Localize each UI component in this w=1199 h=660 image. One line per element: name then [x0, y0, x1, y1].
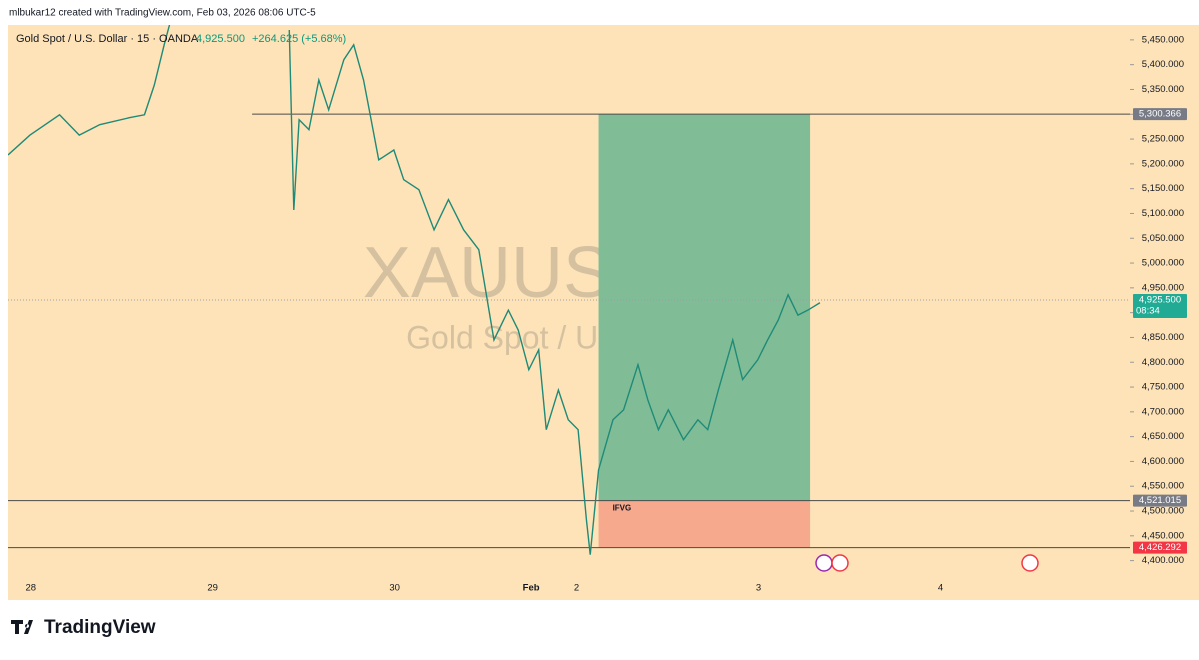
brand: TradingView: [44, 617, 156, 638]
loss-zone: [598, 500, 811, 548]
event-icon[interactable]: [815, 554, 833, 572]
x-tick-label: 28: [25, 583, 36, 594]
y-tick-label: 5,450.000: [1142, 34, 1184, 45]
price-line-series: [288, 29, 821, 555]
price-line-series: [8, 25, 171, 156]
event-icon[interactable]: [1021, 554, 1039, 572]
y-tick-label: 4,400.000: [1142, 555, 1184, 566]
price-tag-label: 4,521.015: [1139, 495, 1181, 506]
event-icon[interactable]: [831, 554, 849, 572]
price-tag-label: 5,300.366: [1139, 109, 1181, 120]
legend-price: 4,925.500: [196, 33, 245, 45]
price-tag: [1133, 294, 1187, 318]
price-tag: [1133, 541, 1187, 554]
y-tick-label: 4,700.000: [1142, 406, 1184, 417]
y-tick-label: 4,650.000: [1142, 431, 1184, 442]
y-tick-label: 5,200.000: [1142, 158, 1184, 169]
y-tick-label: 5,150.000: [1142, 183, 1184, 194]
x-tick-label: Feb: [523, 583, 540, 594]
brand-logo: [11, 620, 33, 634]
legend-change: +264.625 (+5.68%): [252, 33, 346, 45]
y-tick-label: 5,050.000: [1142, 233, 1184, 244]
price-tag-label: 4,925.500: [1139, 295, 1181, 306]
y-tick-label: 4,950.000: [1142, 282, 1184, 293]
y-tick-label: 4,750.000: [1142, 382, 1184, 393]
y-tick-label: 5,400.000: [1142, 59, 1184, 70]
x-tick-label: 30: [389, 583, 400, 594]
y-tick-label: 4,450.000: [1142, 530, 1184, 541]
y-tick-label: 5,000.000: [1142, 258, 1184, 269]
x-tick-label: 4: [938, 583, 943, 594]
x-tick-label: 2: [574, 583, 579, 594]
price-tag: [1133, 108, 1187, 121]
x-tick-label: 29: [207, 583, 218, 594]
x-tick-label: 3: [756, 583, 761, 594]
zone-label: IFVG: [613, 504, 632, 513]
price-tag: [1133, 494, 1187, 507]
profit-zone: [598, 114, 811, 501]
price-tag-countdown: 08:34: [1136, 306, 1160, 317]
y-tick-label: 4,800.000: [1142, 357, 1184, 368]
y-tick-label: 5,100.000: [1142, 208, 1184, 219]
y-tick-label: 4,600.000: [1142, 456, 1184, 467]
legend-symbol: Gold Spot / U.S. Dollar · 15 · OANDA: [16, 33, 199, 45]
y-tick-label: 4,500.000: [1142, 506, 1184, 517]
y-tick-label: 5,350.000: [1142, 84, 1184, 95]
header: mlbukar12 created with TradingView.com, …: [9, 8, 316, 19]
y-tick-label: 5,250.000: [1142, 134, 1184, 145]
price-tag-label: 4,426.292: [1139, 542, 1181, 553]
y-tick-label: 4,850.000: [1142, 332, 1184, 343]
y-tick-label: 4,550.000: [1142, 481, 1184, 492]
